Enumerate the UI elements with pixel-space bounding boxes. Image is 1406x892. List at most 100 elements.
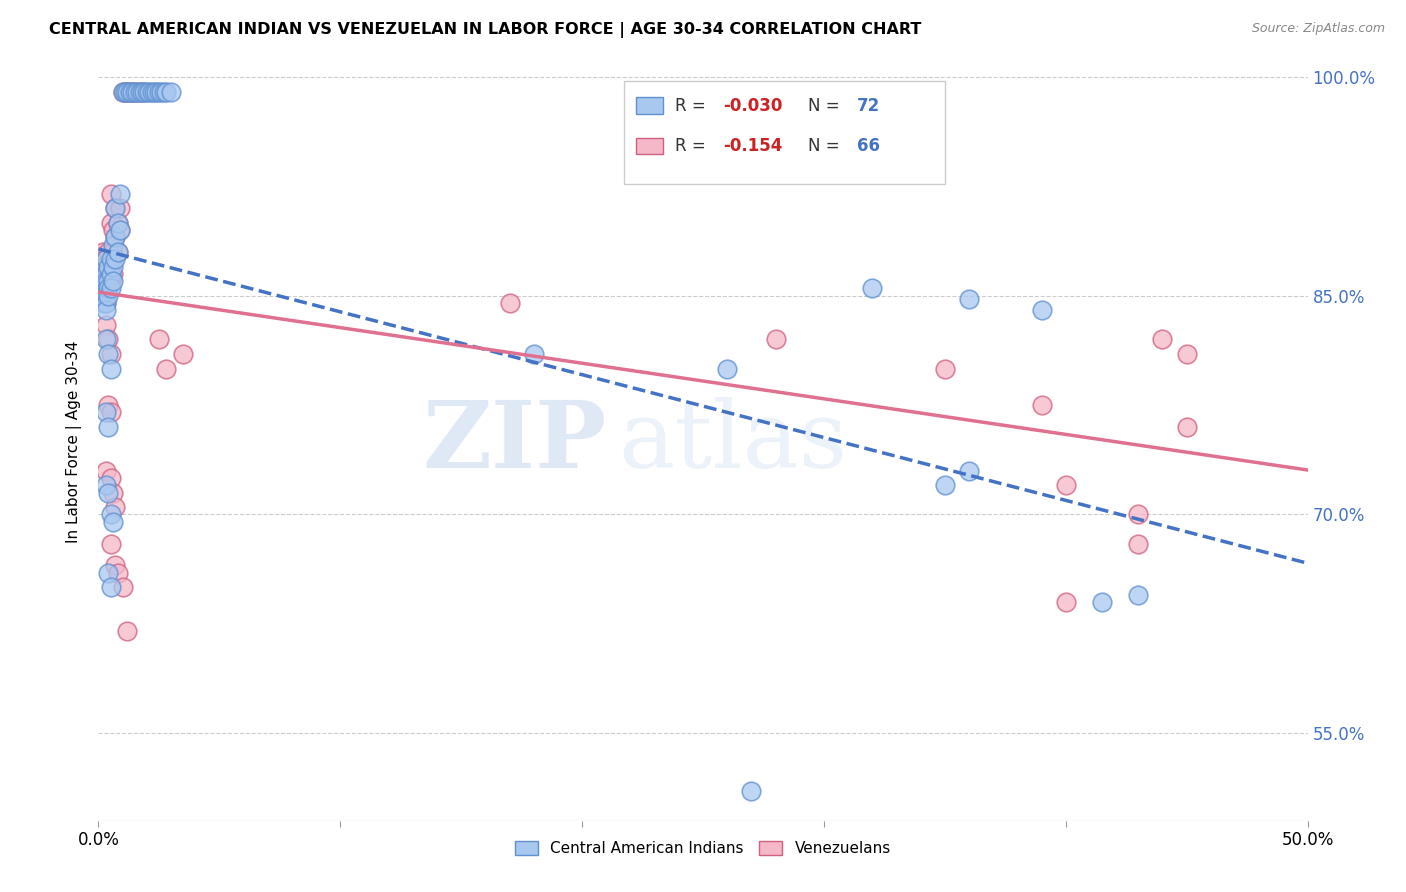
Point (94, 267, 117, 281)
Point (97, 281, 120, 295)
Text: -0.030: -0.030 (724, 96, 783, 115)
Point (91, 281, 114, 295)
Point (104, 201, 127, 215)
Text: R =: R = (675, 136, 711, 155)
Point (498, 296, 520, 310)
Point (118, 85, 141, 99)
Point (860, 281, 883, 295)
Point (107, 216, 129, 230)
Point (91, 289, 114, 303)
Point (100, 508, 122, 522)
Text: CENTRAL AMERICAN INDIAN VS VENEZUELAN IN LABOR FORCE | AGE 30-34 CORRELATION CHA: CENTRAL AMERICAN INDIAN VS VENEZUELAN IN… (49, 22, 921, 38)
Point (107, 566, 129, 580)
Point (160, 85, 183, 99)
Point (94, 333, 117, 347)
Point (117, 85, 139, 99)
Point (94, 252, 117, 267)
Point (523, 347, 546, 361)
Point (94, 289, 117, 303)
Point (107, 244, 129, 259)
Point (143, 85, 166, 99)
Point (134, 85, 156, 99)
Point (97, 566, 120, 580)
Text: 72: 72 (856, 96, 880, 115)
Point (111, 580, 134, 594)
Point (101, 274, 124, 288)
Point (94, 318, 117, 332)
Legend: Central American Indians, Venezuelans: Central American Indians, Venezuelans (509, 835, 897, 863)
Text: -0.154: -0.154 (724, 136, 783, 155)
Point (108, 201, 131, 215)
Point (97, 260, 120, 274)
Point (135, 85, 157, 99)
Point (90, 260, 112, 274)
Point (104, 230, 127, 244)
Point (1054, 478, 1077, 492)
Point (124, 85, 146, 99)
Text: N =: N = (808, 136, 845, 155)
Point (97, 420, 120, 434)
Point (117, 624, 139, 638)
Point (148, 85, 170, 99)
Point (101, 515, 124, 529)
Point (108, 186, 131, 201)
Point (94, 274, 117, 288)
Point (100, 267, 122, 281)
Point (121, 85, 143, 99)
Point (1031, 398, 1053, 412)
Point (108, 223, 131, 237)
Text: N =: N = (808, 96, 845, 115)
Point (150, 85, 173, 99)
Point (104, 558, 127, 573)
Point (127, 85, 149, 99)
Point (90, 289, 112, 303)
Point (1175, 347, 1198, 361)
Point (141, 85, 163, 99)
Text: 66: 66 (856, 136, 880, 155)
Point (1152, 333, 1174, 347)
Point (100, 274, 122, 288)
Point (765, 333, 787, 347)
Point (104, 201, 127, 215)
Point (91, 260, 114, 274)
Point (117, 85, 139, 99)
Point (94, 296, 117, 310)
Text: R =: R = (675, 96, 711, 115)
Point (91, 281, 114, 295)
Point (1054, 595, 1077, 609)
Point (90, 274, 112, 288)
Point (97, 274, 120, 288)
Point (148, 333, 170, 347)
Point (1031, 303, 1053, 318)
Point (107, 216, 129, 230)
Point (97, 289, 120, 303)
Text: ZIP: ZIP (422, 397, 606, 486)
Point (90, 281, 112, 295)
Point (90, 267, 112, 281)
Point (114, 85, 136, 99)
Point (94, 464, 117, 478)
Point (134, 85, 156, 99)
Point (100, 580, 122, 594)
Point (94, 478, 117, 492)
Point (121, 85, 143, 99)
Point (155, 85, 177, 99)
Point (97, 347, 120, 361)
Point (91, 244, 114, 259)
Point (91, 260, 114, 274)
Point (101, 267, 124, 281)
Point (90, 274, 112, 288)
Point (94, 260, 117, 274)
FancyBboxPatch shape (624, 81, 945, 184)
Point (107, 244, 129, 259)
Y-axis label: In Labor Force | Age 30-34: In Labor Force | Age 30-34 (66, 340, 83, 543)
Point (957, 292, 980, 306)
Point (934, 361, 956, 376)
Point (1128, 536, 1150, 550)
Point (97, 274, 120, 288)
Point (152, 85, 174, 99)
Point (128, 85, 150, 99)
Point (1128, 508, 1150, 522)
Point (450, 871, 472, 886)
Point (94, 296, 117, 310)
